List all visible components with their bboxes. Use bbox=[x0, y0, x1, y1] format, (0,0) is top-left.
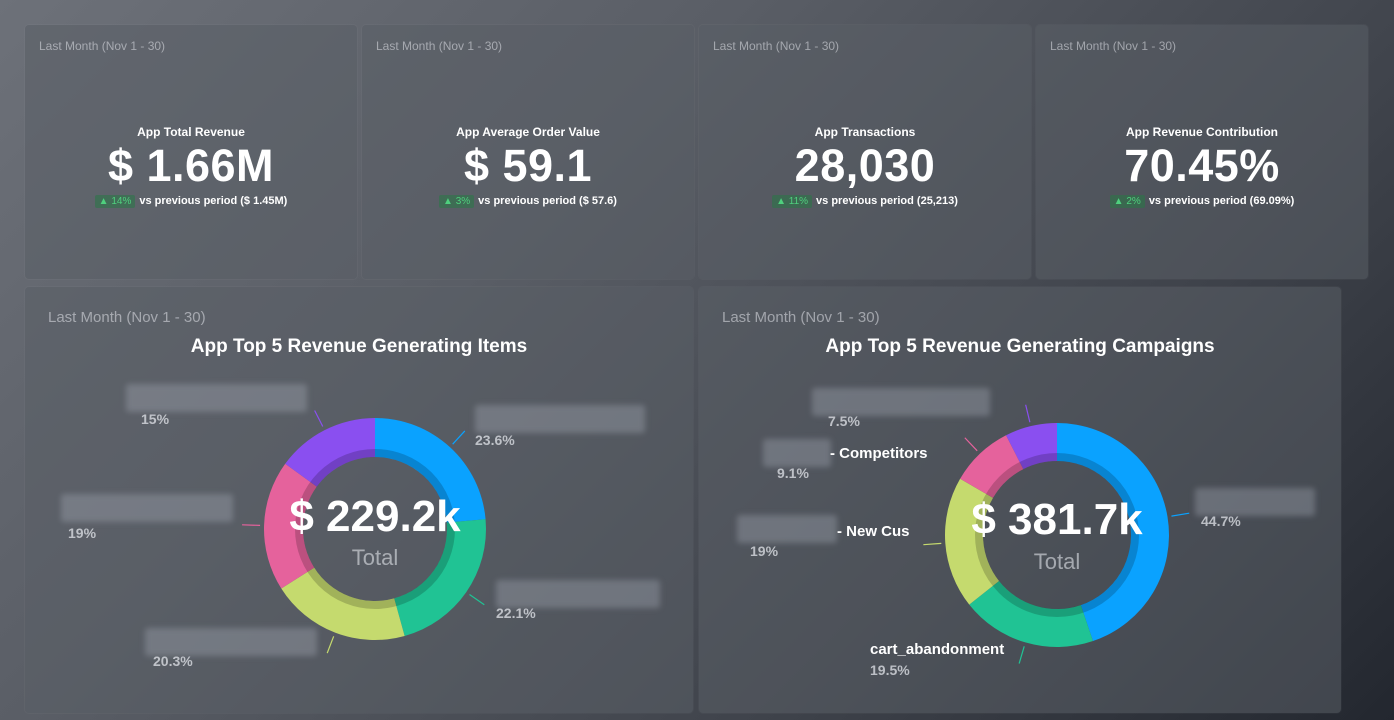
leader-line bbox=[469, 594, 485, 606]
kpi-title: App Total Revenue bbox=[137, 125, 245, 139]
slice-label: 20.3% bbox=[153, 653, 193, 669]
leader-line bbox=[326, 636, 335, 654]
redacted-label bbox=[763, 439, 831, 467]
donut-center-label: Total bbox=[1033, 549, 1081, 574]
comparison-text: vs previous period (25,213) bbox=[816, 195, 958, 207]
leader-line bbox=[1018, 646, 1025, 664]
donut-slice[interactable] bbox=[969, 580, 1094, 647]
donut-slice[interactable] bbox=[285, 418, 375, 487]
redacted-label bbox=[496, 580, 660, 608]
donut-center-value: $ 381.7k bbox=[971, 495, 1143, 544]
donut-center-label: Total bbox=[351, 545, 399, 570]
donut-slice[interactable] bbox=[264, 463, 317, 589]
donut-center-value: $ 229.2k bbox=[289, 492, 461, 541]
leader-line bbox=[1025, 404, 1031, 423]
top-items-donut-card[interactable]: Last Month (Nov 1 - 30) App Top 5 Revenu… bbox=[25, 287, 693, 713]
leader-line bbox=[314, 410, 324, 427]
campaigns-donut-chart bbox=[923, 404, 1190, 664]
slice-label: 7.5% bbox=[828, 413, 860, 429]
leader-line bbox=[242, 524, 261, 526]
kpi-card-revenue-contribution[interactable]: Last Month (Nov 1 - 30) App Revenue Cont… bbox=[1036, 25, 1368, 279]
slice-label: 22.1% bbox=[496, 605, 536, 621]
redacted-label bbox=[145, 628, 317, 656]
kpi-comparison: ▲ 14% vs previous period ($ 1.45M) bbox=[25, 195, 357, 208]
kpi-card-average-order-value[interactable]: Last Month (Nov 1 - 30) App Average Orde… bbox=[362, 25, 694, 279]
items-donut-chart bbox=[242, 410, 486, 654]
donut-slice[interactable] bbox=[1006, 423, 1057, 470]
change-badge: ▲ 11% bbox=[772, 195, 813, 208]
period-label: Last Month (Nov 1 - 30) bbox=[376, 39, 503, 53]
donut-slice[interactable] bbox=[945, 478, 1000, 605]
donut-slice[interactable] bbox=[375, 418, 486, 523]
change-badge: ▲ 3% bbox=[439, 195, 475, 208]
donut-slice[interactable] bbox=[281, 567, 405, 640]
slice-name: - New Cus bbox=[837, 523, 910, 540]
kpi-comparison: ▲ 11% vs previous period (25,213) bbox=[699, 195, 1031, 208]
redacted-label bbox=[737, 515, 837, 543]
slice-label: 15% bbox=[141, 411, 170, 427]
kpi-comparison: ▲ 2% vs previous period (69.09%) bbox=[1036, 195, 1368, 208]
slice-name: cart_abandonment bbox=[870, 641, 1005, 658]
kpi-title: App Revenue Contribution bbox=[1126, 125, 1278, 139]
redacted-label bbox=[475, 405, 645, 433]
change-badge: ▲ 14% bbox=[94, 195, 136, 208]
donut-slice[interactable] bbox=[960, 435, 1024, 498]
leader-line bbox=[1171, 512, 1190, 517]
donut-inner-shadow bbox=[295, 449, 455, 609]
slice-name: - Competitors bbox=[830, 445, 928, 462]
slice-label: 19% bbox=[68, 525, 97, 541]
slice-label: 44.7% bbox=[1201, 513, 1241, 529]
period-label: Last Month (Nov 1 - 30) bbox=[48, 309, 206, 326]
period-label: Last Month (Nov 1 - 30) bbox=[1050, 39, 1177, 53]
donut-slice[interactable] bbox=[394, 519, 486, 636]
chart-title: App Top 5 Revenue Generating Items bbox=[190, 336, 528, 357]
kpi-title: App Average Order Value bbox=[456, 125, 600, 139]
kpi-value: 70.45% bbox=[1124, 140, 1280, 191]
chart-title: App Top 5 Revenue Generating Campaigns bbox=[825, 336, 1215, 357]
redacted-label bbox=[126, 384, 307, 412]
kpi-value: 28,030 bbox=[794, 140, 936, 191]
leader-line bbox=[923, 542, 942, 546]
kpi-value: $ 1.66M bbox=[107, 140, 275, 191]
kpi-comparison: ▲ 3% vs previous period ($ 57.6) bbox=[362, 195, 694, 208]
period-label: Last Month (Nov 1 - 30) bbox=[713, 39, 840, 53]
redacted-label bbox=[812, 388, 990, 416]
comparison-text: vs previous period ($ 57.6) bbox=[478, 195, 617, 207]
donut-slice[interactable] bbox=[1057, 423, 1170, 642]
period-label: Last Month (Nov 1 - 30) bbox=[39, 39, 166, 53]
comparison-text: vs previous period (69.09%) bbox=[1148, 195, 1295, 207]
leader-line bbox=[452, 430, 466, 445]
redacted-label bbox=[1195, 488, 1315, 516]
slice-label: 19.5% bbox=[870, 662, 910, 678]
kpi-card-transactions[interactable]: Last Month (Nov 1 - 30) App Transactions… bbox=[699, 25, 1031, 279]
slice-label: 23.6% bbox=[475, 432, 515, 448]
redacted-label bbox=[61, 494, 233, 522]
top-campaigns-donut-card[interactable]: Last Month (Nov 1 - 30) App Top 5 Revenu… bbox=[699, 287, 1341, 713]
change-badge: ▲ 2% bbox=[1109, 195, 1145, 208]
kpi-title: App Transactions bbox=[814, 125, 916, 139]
comparison-text: vs previous period ($ 1.45M) bbox=[139, 195, 288, 207]
kpi-value: $ 59.1 bbox=[463, 140, 593, 191]
kpi-card-total-revenue[interactable]: Last Month (Nov 1 - 30) App Total Revenu… bbox=[25, 25, 357, 279]
slice-label: 9.1% bbox=[777, 465, 809, 481]
leader-line bbox=[964, 437, 978, 452]
slice-label: 19% bbox=[750, 543, 779, 559]
period-label: Last Month (Nov 1 - 30) bbox=[722, 309, 880, 326]
donut-inner-shadow bbox=[975, 453, 1139, 617]
